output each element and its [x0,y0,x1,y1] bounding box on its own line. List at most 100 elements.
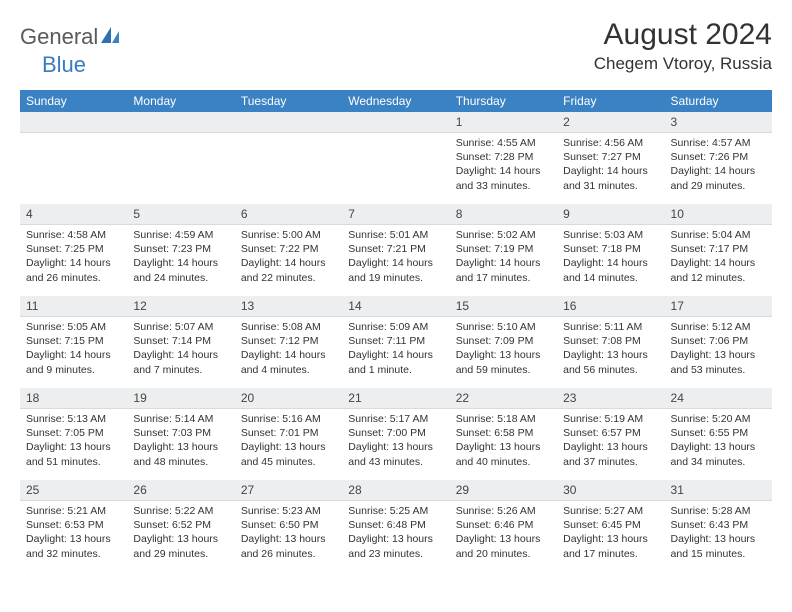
weekday-header-row: SundayMondayTuesdayWednesdayThursdayFrid… [20,90,772,112]
calendar-cell: 5Sunrise: 4:59 AMSunset: 7:23 PMDaylight… [127,204,234,296]
day-content: Sunrise: 5:05 AMSunset: 7:15 PMDaylight:… [20,317,127,381]
calendar-cell: 15Sunrise: 5:10 AMSunset: 7:09 PMDayligh… [450,296,557,388]
day-content: Sunrise: 5:22 AMSunset: 6:52 PMDaylight:… [127,501,234,565]
calendar-cell: 1Sunrise: 4:55 AMSunset: 7:28 PMDaylight… [450,112,557,204]
day-number: 4 [20,204,127,225]
day-number [235,112,342,133]
day-number: 1 [450,112,557,133]
day-number: 5 [127,204,234,225]
day-content: Sunrise: 5:10 AMSunset: 7:09 PMDaylight:… [450,317,557,381]
day-content: Sunrise: 4:55 AMSunset: 7:28 PMDaylight:… [450,133,557,197]
calendar-cell: 9Sunrise: 5:03 AMSunset: 7:18 PMDaylight… [557,204,664,296]
day-content: Sunrise: 5:12 AMSunset: 7:06 PMDaylight:… [665,317,772,381]
weekday-header: Saturday [665,90,772,112]
day-content: Sunrise: 5:26 AMSunset: 6:46 PMDaylight:… [450,501,557,565]
calendar-cell: 24Sunrise: 5:20 AMSunset: 6:55 PMDayligh… [665,388,772,480]
calendar-row: 25Sunrise: 5:21 AMSunset: 6:53 PMDayligh… [20,480,772,572]
calendar-cell: 12Sunrise: 5:07 AMSunset: 7:14 PMDayligh… [127,296,234,388]
day-content: Sunrise: 5:23 AMSunset: 6:50 PMDaylight:… [235,501,342,565]
calendar-cell: 4Sunrise: 4:58 AMSunset: 7:25 PMDaylight… [20,204,127,296]
calendar-row: 11Sunrise: 5:05 AMSunset: 7:15 PMDayligh… [20,296,772,388]
day-number: 18 [20,388,127,409]
calendar-cell [342,112,449,204]
calendar-cell: 2Sunrise: 4:56 AMSunset: 7:27 PMDaylight… [557,112,664,204]
calendar-cell: 31Sunrise: 5:28 AMSunset: 6:43 PMDayligh… [665,480,772,572]
logo-text-general: General [20,24,98,50]
calendar-cell: 30Sunrise: 5:27 AMSunset: 6:45 PMDayligh… [557,480,664,572]
logo: General [20,24,125,50]
day-number: 26 [127,480,234,501]
day-number: 9 [557,204,664,225]
calendar-cell [127,112,234,204]
day-content: Sunrise: 4:57 AMSunset: 7:26 PMDaylight:… [665,133,772,197]
day-content: Sunrise: 5:25 AMSunset: 6:48 PMDaylight:… [342,501,449,565]
calendar-cell [235,112,342,204]
day-number: 25 [20,480,127,501]
day-content: Sunrise: 5:16 AMSunset: 7:01 PMDaylight:… [235,409,342,473]
day-content [235,133,342,193]
day-number: 11 [20,296,127,317]
day-number: 29 [450,480,557,501]
day-content: Sunrise: 5:18 AMSunset: 6:58 PMDaylight:… [450,409,557,473]
day-number: 6 [235,204,342,225]
day-number: 13 [235,296,342,317]
day-content: Sunrise: 5:01 AMSunset: 7:21 PMDaylight:… [342,225,449,289]
day-number [127,112,234,133]
calendar-cell: 16Sunrise: 5:11 AMSunset: 7:08 PMDayligh… [557,296,664,388]
day-number: 30 [557,480,664,501]
day-content: Sunrise: 5:17 AMSunset: 7:00 PMDaylight:… [342,409,449,473]
day-content: Sunrise: 5:04 AMSunset: 7:17 PMDaylight:… [665,225,772,289]
day-content: Sunrise: 5:14 AMSunset: 7:03 PMDaylight:… [127,409,234,473]
weekday-header: Monday [127,90,234,112]
day-number: 23 [557,388,664,409]
calendar-table: SundayMondayTuesdayWednesdayThursdayFrid… [20,90,772,572]
calendar-row: 4Sunrise: 4:58 AMSunset: 7:25 PMDaylight… [20,204,772,296]
weekday-header: Sunday [20,90,127,112]
calendar-cell: 27Sunrise: 5:23 AMSunset: 6:50 PMDayligh… [235,480,342,572]
calendar-body: 1Sunrise: 4:55 AMSunset: 7:28 PMDaylight… [20,112,772,572]
calendar-cell: 25Sunrise: 5:21 AMSunset: 6:53 PMDayligh… [20,480,127,572]
calendar-cell: 26Sunrise: 5:22 AMSunset: 6:52 PMDayligh… [127,480,234,572]
day-number: 3 [665,112,772,133]
logo-text-blue: Blue [42,52,86,77]
logo-sail-icon [101,26,123,49]
weekday-header: Thursday [450,90,557,112]
day-content [20,133,127,193]
weekday-header: Wednesday [342,90,449,112]
day-content: Sunrise: 5:02 AMSunset: 7:19 PMDaylight:… [450,225,557,289]
day-content: Sunrise: 5:13 AMSunset: 7:05 PMDaylight:… [20,409,127,473]
day-number: 20 [235,388,342,409]
calendar-cell: 23Sunrise: 5:19 AMSunset: 6:57 PMDayligh… [557,388,664,480]
calendar-cell: 8Sunrise: 5:02 AMSunset: 7:19 PMDaylight… [450,204,557,296]
calendar-cell: 17Sunrise: 5:12 AMSunset: 7:06 PMDayligh… [665,296,772,388]
calendar-cell: 22Sunrise: 5:18 AMSunset: 6:58 PMDayligh… [450,388,557,480]
day-number: 22 [450,388,557,409]
month-title: August 2024 [594,18,772,52]
day-number: 8 [450,204,557,225]
day-content: Sunrise: 5:03 AMSunset: 7:18 PMDaylight:… [557,225,664,289]
day-content: Sunrise: 5:28 AMSunset: 6:43 PMDaylight:… [665,501,772,565]
day-number: 21 [342,388,449,409]
day-content: Sunrise: 5:21 AMSunset: 6:53 PMDaylight:… [20,501,127,565]
day-content: Sunrise: 5:11 AMSunset: 7:08 PMDaylight:… [557,317,664,381]
day-content: Sunrise: 5:27 AMSunset: 6:45 PMDaylight:… [557,501,664,565]
day-content [342,133,449,193]
day-content: Sunrise: 5:08 AMSunset: 7:12 PMDaylight:… [235,317,342,381]
day-number: 2 [557,112,664,133]
calendar-cell: 11Sunrise: 5:05 AMSunset: 7:15 PMDayligh… [20,296,127,388]
day-number: 15 [450,296,557,317]
calendar-row: 1Sunrise: 4:55 AMSunset: 7:28 PMDaylight… [20,112,772,204]
day-number: 17 [665,296,772,317]
calendar-cell: 6Sunrise: 5:00 AMSunset: 7:22 PMDaylight… [235,204,342,296]
calendar-row: 18Sunrise: 5:13 AMSunset: 7:05 PMDayligh… [20,388,772,480]
day-number: 10 [665,204,772,225]
calendar-page: General August 2024 Chegem Vtoroy, Russi… [0,0,792,582]
day-content: Sunrise: 4:58 AMSunset: 7:25 PMDaylight:… [20,225,127,289]
day-content: Sunrise: 4:59 AMSunset: 7:23 PMDaylight:… [127,225,234,289]
day-content: Sunrise: 5:19 AMSunset: 6:57 PMDaylight:… [557,409,664,473]
day-number: 7 [342,204,449,225]
day-number: 14 [342,296,449,317]
day-number: 16 [557,296,664,317]
calendar-cell [20,112,127,204]
day-number: 28 [342,480,449,501]
